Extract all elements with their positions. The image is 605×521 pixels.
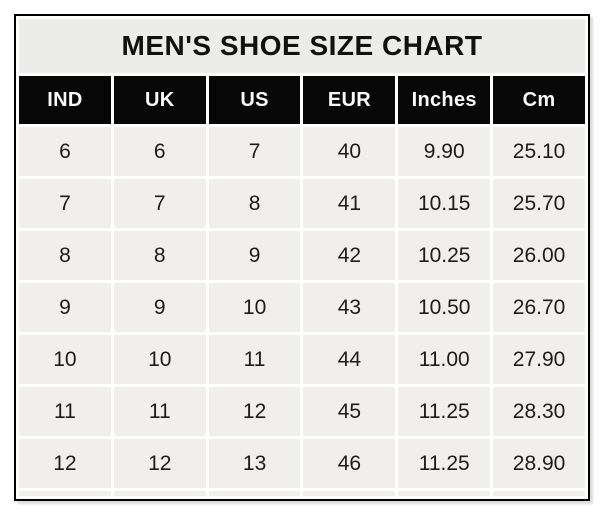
cell: 10.50 bbox=[398, 283, 491, 332]
spacer-cell bbox=[398, 491, 491, 496]
cell: 11 bbox=[113, 387, 206, 436]
header-row: IND UK US EUR Inches Cm bbox=[19, 76, 585, 124]
cell: 8 bbox=[113, 231, 206, 280]
column-header-ind: IND bbox=[19, 76, 111, 124]
cell: 43 bbox=[303, 283, 396, 332]
column-header-us: US bbox=[208, 76, 301, 124]
column-header-inches: Inches bbox=[398, 76, 491, 124]
spacer-cell bbox=[208, 491, 301, 496]
cell: 27.90 bbox=[493, 335, 585, 384]
cell: 26.00 bbox=[493, 231, 585, 280]
cell: 12 bbox=[113, 439, 206, 488]
cell: 25.70 bbox=[493, 179, 585, 228]
table-row: 6 6 7 40 9.90 25.10 bbox=[19, 127, 585, 176]
spacer-cell bbox=[113, 491, 206, 496]
cell: 6 bbox=[113, 127, 206, 176]
table-row: 12 12 13 46 11.25 28.90 bbox=[19, 439, 585, 488]
spacer-cell bbox=[493, 491, 585, 496]
cell: 11.25 bbox=[398, 387, 491, 436]
shoe-size-table: MEN'S SHOE SIZE CHART IND UK US EUR Inch… bbox=[14, 14, 590, 501]
cell: 10 bbox=[19, 335, 111, 384]
cell: 7 bbox=[208, 127, 301, 176]
cell: 7 bbox=[113, 179, 206, 228]
spacer-cell bbox=[303, 491, 396, 496]
table-row: 7 7 8 41 10.15 25.70 bbox=[19, 179, 585, 228]
cell: 28.90 bbox=[493, 439, 585, 488]
cell: 11 bbox=[208, 335, 301, 384]
cell: 12 bbox=[208, 387, 301, 436]
cell: 9 bbox=[19, 283, 111, 332]
column-header-uk: UK bbox=[113, 76, 206, 124]
table-row: 8 8 9 42 10.25 26.00 bbox=[19, 231, 585, 280]
cell: 7 bbox=[19, 179, 111, 228]
cell: 10 bbox=[113, 335, 206, 384]
cell: 9.90 bbox=[398, 127, 491, 176]
spacer-cell bbox=[19, 491, 111, 496]
cell: 26.70 bbox=[493, 283, 585, 332]
table-row: 10 10 11 44 11.00 27.90 bbox=[19, 335, 585, 384]
cell: 40 bbox=[303, 127, 396, 176]
column-header-cm: Cm bbox=[493, 76, 585, 124]
cell: 8 bbox=[19, 231, 111, 280]
cell: 10.15 bbox=[398, 179, 491, 228]
cell: 9 bbox=[113, 283, 206, 332]
cell: 12 bbox=[19, 439, 111, 488]
cell: 13 bbox=[208, 439, 301, 488]
cell: 11.25 bbox=[398, 439, 491, 488]
cell: 42 bbox=[303, 231, 396, 280]
cell: 25.10 bbox=[493, 127, 585, 176]
cell: 11.00 bbox=[398, 335, 491, 384]
cell: 28.30 bbox=[493, 387, 585, 436]
table-head: MEN'S SHOE SIZE CHART IND UK US EUR Inch… bbox=[19, 19, 585, 124]
cell: 9 bbox=[208, 231, 301, 280]
cell: 10.25 bbox=[398, 231, 491, 280]
column-header-eur: EUR bbox=[303, 76, 396, 124]
page-title: MEN'S SHOE SIZE CHART bbox=[19, 19, 585, 73]
cell: 45 bbox=[303, 387, 396, 436]
cell: 41 bbox=[303, 179, 396, 228]
table-row: 11 11 12 45 11.25 28.30 bbox=[19, 387, 585, 436]
cell: 10 bbox=[208, 283, 301, 332]
spacer-row bbox=[19, 491, 585, 496]
table-body: 6 6 7 40 9.90 25.10 7 7 8 41 10.15 25.70 8 8 9 42 10.25 2… bbox=[19, 127, 585, 496]
cell: 11 bbox=[19, 387, 111, 436]
cell: 8 bbox=[208, 179, 301, 228]
table-row: 9 9 10 43 10.50 26.70 bbox=[19, 283, 585, 332]
cell: 6 bbox=[19, 127, 111, 176]
cell: 44 bbox=[303, 335, 396, 384]
cell: 46 bbox=[303, 439, 396, 488]
title-row: MEN'S SHOE SIZE CHART bbox=[19, 19, 585, 73]
